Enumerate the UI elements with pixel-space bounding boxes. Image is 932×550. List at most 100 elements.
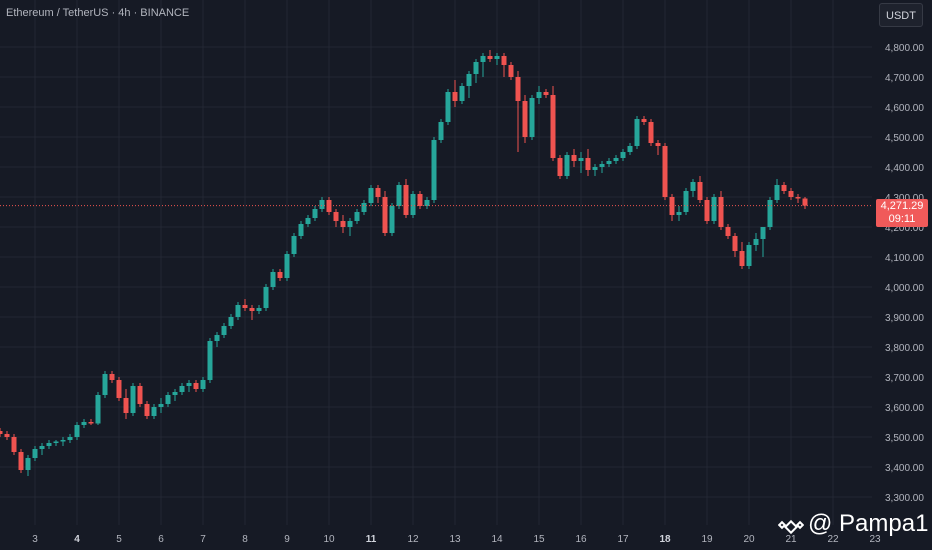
y-tick-label: 4,300.00	[885, 193, 924, 204]
x-tick-label: 22	[827, 534, 839, 545]
candle-body	[592, 167, 598, 170]
candle-body	[74, 425, 80, 437]
x-tick-label: 17	[617, 534, 629, 545]
y-tick-label: 4,500.00	[885, 133, 924, 144]
candle-body	[585, 158, 591, 170]
candle-body	[368, 188, 374, 203]
y-tick-label: 4,400.00	[885, 163, 924, 174]
candle-body	[725, 227, 731, 236]
candle-body	[214, 335, 220, 341]
candle-body	[207, 341, 213, 380]
candle-body	[186, 383, 192, 386]
y-tick-label: 3,800.00	[885, 343, 924, 354]
candle-body	[319, 200, 325, 209]
candle-body	[144, 404, 150, 416]
candle-body	[697, 182, 703, 200]
x-tick-label: 20	[743, 534, 755, 545]
candle-body	[32, 449, 38, 458]
candle-body	[676, 212, 682, 215]
y-tick-label: 4,700.00	[885, 73, 924, 84]
candle-body	[508, 65, 514, 77]
candle-body	[53, 441, 59, 443]
candle-body	[571, 155, 577, 161]
candle-body	[25, 458, 31, 470]
candle-body	[438, 122, 444, 140]
candle-body	[501, 56, 507, 65]
candle-body	[522, 101, 528, 137]
candle-body	[599, 164, 605, 167]
x-tick-label: 12	[407, 534, 419, 545]
candle-body	[172, 392, 178, 395]
candle-body	[396, 185, 402, 206]
candle-body	[606, 161, 612, 164]
candle-body	[326, 200, 332, 212]
y-tick-label: 4,000.00	[885, 283, 924, 294]
candle-body	[739, 251, 745, 266]
candle-body	[431, 140, 437, 200]
candle-body	[60, 440, 66, 442]
candle-body	[494, 56, 500, 59]
candle-body	[466, 74, 472, 86]
candle-body	[627, 146, 633, 152]
candle-body	[536, 92, 542, 98]
candle-body	[109, 374, 115, 380]
candle-body	[487, 56, 493, 59]
candle-body	[613, 158, 619, 161]
y-tick-label: 3,400.00	[885, 463, 924, 474]
y-tick-label: 3,900.00	[885, 313, 924, 324]
candle-countdown: 09:11	[888, 213, 916, 225]
candle-body	[354, 212, 360, 221]
candle-body	[130, 386, 136, 413]
currency-button[interactable]: USDT	[879, 3, 923, 27]
candle-body	[445, 92, 451, 122]
candle-body	[18, 452, 24, 470]
candle-body	[284, 254, 290, 278]
candle-body	[690, 182, 696, 191]
candle-body	[200, 380, 206, 389]
candle-body	[88, 422, 94, 424]
candle-body	[123, 398, 129, 413]
candles	[0, 50, 808, 476]
candle-body	[165, 395, 171, 404]
y-tick-label: 3,600.00	[885, 403, 924, 414]
candle-body	[46, 443, 52, 446]
candle-body	[767, 200, 773, 227]
candle-body	[389, 206, 395, 233]
y-tick-label: 3,700.00	[885, 373, 924, 384]
x-tick-label: 19	[701, 534, 713, 545]
candle-body	[662, 146, 668, 197]
candle-body	[0, 431, 3, 434]
watermark: @ Pampa1	[778, 508, 928, 544]
candle-body	[718, 197, 724, 227]
x-tick-label: 6	[158, 534, 164, 545]
candle-body	[788, 191, 794, 197]
candle-body	[774, 185, 780, 200]
candle-body	[347, 221, 353, 227]
candle-body	[550, 95, 556, 158]
candle-body	[277, 272, 283, 278]
candle-body	[655, 143, 661, 146]
candle-body	[634, 119, 640, 146]
y-tick-label: 4,100.00	[885, 253, 924, 264]
candle-body	[452, 92, 458, 101]
candle-body	[151, 407, 157, 416]
candle-body	[249, 308, 255, 311]
candle-body	[228, 317, 234, 326]
x-tick-label: 23	[869, 534, 881, 545]
candle-body	[116, 380, 122, 398]
last-price-value: 4,271.29	[880, 200, 924, 212]
candle-body	[620, 152, 626, 158]
x-tick-label: 8	[242, 534, 248, 545]
candle-body	[641, 119, 647, 122]
price-axis: 4,800.00 4,700.00 4,600.00 4,500.00 4,400.00…	[885, 43, 924, 504]
candle-body	[732, 236, 738, 251]
candle-body	[270, 272, 276, 287]
candle-body	[802, 198, 808, 206]
time-axis: 3 4 5 6 7 8 9 10 11 12 13 14 15 16 17 18 19 20 21 22 23	[32, 534, 881, 545]
candle-body	[340, 221, 346, 227]
x-tick-label: 14	[491, 534, 503, 545]
y-tick-label: 4,800.00	[885, 43, 924, 54]
candle-body	[102, 374, 108, 395]
candle-body	[291, 236, 297, 254]
